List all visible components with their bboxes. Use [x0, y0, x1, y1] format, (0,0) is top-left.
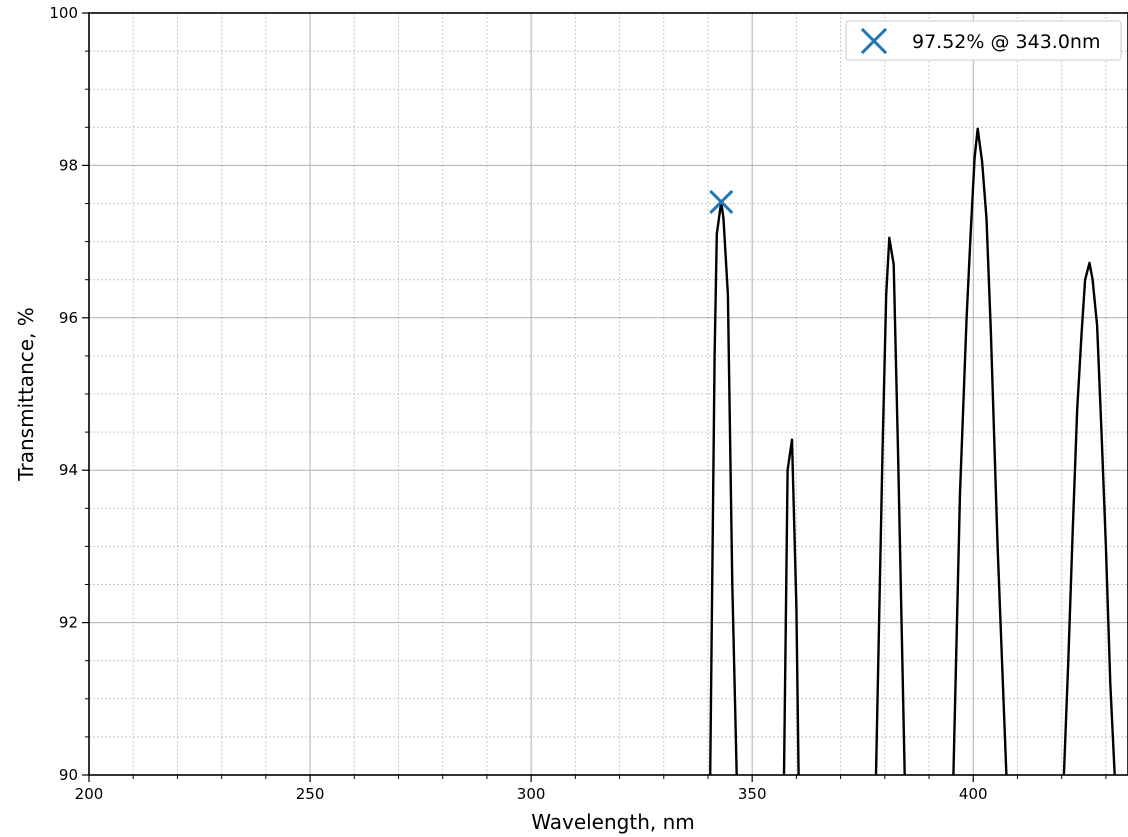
transmittance-peak-line [874, 236, 906, 776]
y-tick-label: 100 [49, 4, 78, 22]
x-tick-label: 300 [517, 785, 546, 803]
transmittance-peak-line [1062, 261, 1116, 776]
x-tick-label: 400 [959, 785, 988, 803]
legend-marker-x-icon [860, 27, 888, 55]
y-tick-label: 94 [59, 461, 78, 479]
x-axis-label: Wavelength, nm [531, 810, 695, 834]
minor-grid [89, 13, 1128, 775]
plot-background [89, 13, 1128, 775]
x-tick-label: 350 [738, 785, 767, 803]
marker-layer [709, 189, 734, 215]
peak-marker-x-icon [709, 189, 734, 215]
y-tick-label: 96 [59, 309, 78, 327]
legend: 97.52% @ 343.0nm [845, 20, 1122, 61]
y-axis-label: Transmittance, % [14, 307, 38, 482]
y-tick-label: 90 [59, 766, 78, 784]
axis-ticks [82, 12, 1107, 782]
legend-label: 97.52% @ 343.0nm [912, 31, 1100, 53]
legend-box [845, 20, 1122, 61]
x-tick-label: 250 [296, 785, 325, 803]
transmittance-peak-line [952, 127, 1008, 776]
x-tick-label: 200 [75, 785, 104, 803]
transmittance-peak-line [782, 438, 800, 776]
y-tick-label: 92 [59, 614, 78, 632]
transmittance-peak-line [709, 200, 738, 776]
series-layer [709, 127, 1116, 776]
y-tick-label: 98 [59, 156, 78, 174]
tick-labels: 200 250 300 350 400 90 92 94 96 98 100 [49, 4, 987, 803]
peak-marker-stroke [709, 189, 734, 215]
